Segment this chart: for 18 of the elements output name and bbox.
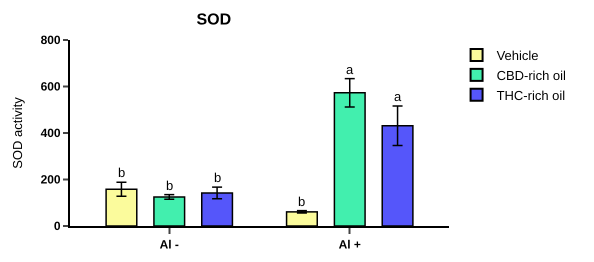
y-tick-label: 200 <box>40 172 61 187</box>
data-label: b <box>166 178 174 193</box>
legend-label: CBD-rich oil <box>496 68 566 83</box>
y-tick-label: 800 <box>40 33 61 48</box>
y-tick-label: 400 <box>40 126 61 140</box>
legend-label: THC-rich oil <box>496 88 566 103</box>
data-label: a <box>346 62 354 77</box>
y-axis-title: SOD activity <box>10 96 26 169</box>
data-label: a <box>394 89 402 104</box>
y-tick-label: 0 <box>54 219 61 234</box>
y-tick-label: 600 <box>40 80 61 94</box>
x-tick-label: Al + <box>338 237 361 252</box>
data-label: b <box>214 170 222 185</box>
x-tick-label: Al - <box>160 237 179 252</box>
legend-label: Vehicle <box>496 48 538 64</box>
chart-title: SOD <box>196 11 232 28</box>
data-label: b <box>118 165 126 180</box>
data-label: b <box>298 194 306 209</box>
